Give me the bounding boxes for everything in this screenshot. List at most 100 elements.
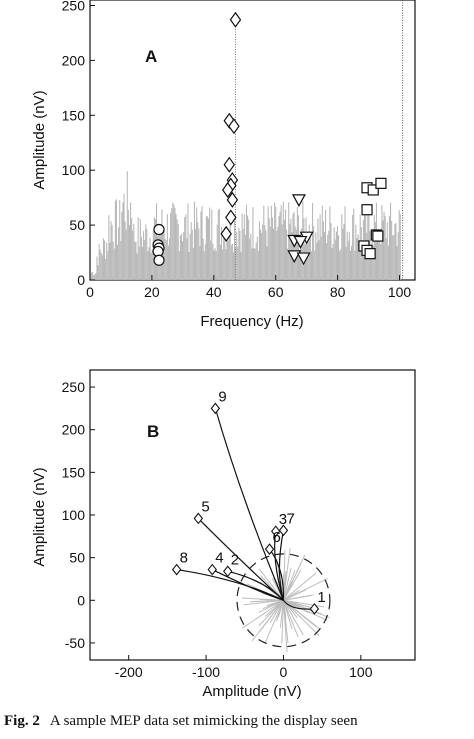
noise-vector	[283, 599, 328, 621]
chart-b-y-ticks: -50 0 50 100 150 200 250	[62, 379, 95, 651]
figure-caption: Fig. 2 A sample MEP data set mimicking th…	[4, 713, 474, 739]
y-tick-label: 150	[62, 107, 86, 123]
y-tick-label: 0	[77, 592, 85, 608]
square-marker	[375, 177, 387, 189]
square-marker	[364, 248, 376, 260]
circle-marker	[153, 223, 165, 236]
noise-vector	[243, 599, 284, 606]
noise-vector	[260, 598, 284, 601]
vector-endpoint-marker	[271, 525, 281, 538]
vector-label: 5	[201, 498, 209, 515]
noise-vector	[283, 600, 304, 636]
vector-label: 8	[180, 550, 188, 567]
vector-endpoint-marker	[309, 602, 320, 615]
vector-trajectory	[176, 568, 284, 601]
diamond-marker	[228, 118, 240, 135]
y-tick-label: 200	[62, 52, 86, 68]
vector-trajectory	[278, 530, 285, 601]
y-tick-label: 50	[69, 550, 85, 566]
x-tick-label: 100	[388, 284, 412, 300]
noise-vector	[283, 599, 324, 608]
noise-vector	[282, 547, 291, 601]
y-tick-label: 100	[62, 162, 86, 178]
y-tick-label: 250	[62, 0, 86, 13]
noise-vector	[242, 599, 284, 629]
vector-endpoint-marker	[264, 543, 275, 555]
chart-b-y-axis-label: Amplitude (nV)	[31, 467, 48, 566]
vector-trajectory	[269, 548, 285, 601]
noise-vector	[283, 594, 314, 601]
noise-vector	[251, 599, 284, 642]
x-tick-label: 20	[144, 284, 160, 300]
diamond-marker	[225, 209, 237, 226]
noise-vector	[282, 568, 292, 601]
vector-endpoint-marker	[223, 565, 233, 578]
chart-a-y-ticks: 0 50 100 150 200 250	[62, 0, 95, 288]
x-tick-label: -100	[192, 664, 220, 680]
circle-marker	[153, 254, 165, 266]
noise-vector	[264, 600, 284, 644]
x-tick-label: 40	[206, 284, 222, 300]
x-tick-label: 0	[86, 284, 94, 300]
noise-vector	[275, 600, 284, 622]
chart-a-panel-label: A	[145, 47, 157, 66]
vector-label: 4	[215, 550, 223, 567]
chart-b-x-axis-label: Amplitude (nV)	[202, 683, 301, 700]
noise-vector	[281, 600, 284, 644]
chart-a-points	[152, 11, 387, 266]
noise-vector	[282, 600, 299, 638]
vector-label: 1	[317, 589, 325, 606]
noise-vector	[258, 568, 284, 601]
diamond-marker	[226, 191, 239, 208]
chart-a-background-spectrum	[90, 171, 401, 280]
vector-label: 9	[218, 388, 226, 405]
chart-b-vectors: 1 2 3 4 5 67 8 9	[171, 388, 326, 615]
noise-vector	[269, 599, 284, 616]
y-tick-label: 0	[77, 272, 85, 288]
square-marker	[367, 184, 379, 196]
noise-vector	[282, 581, 293, 601]
chart-a-y-axis-label: Amplitude (nV)	[31, 90, 48, 189]
x-tick-label: 60	[268, 284, 284, 300]
diamond-marker	[220, 225, 232, 242]
chart-a-x-axis-label: Frequency (Hz)	[200, 313, 303, 330]
chart-b: 1 2 3 4 5 67 8 9 -200 -100 0 100 -50 0 50 100 150 200 25…	[31, 369, 416, 700]
x-tick-label: 80	[330, 284, 346, 300]
vector-endpoint-marker	[207, 563, 217, 576]
noise-vector	[283, 599, 320, 637]
triangle-down-marker	[296, 252, 311, 266]
chart-b-panel-label: B	[147, 422, 159, 441]
noise-vector	[283, 572, 317, 601]
chart-b-x-ticks: -200 -100 0 100	[115, 655, 373, 680]
y-tick-label: 100	[62, 507, 86, 523]
chart-b-noise-circle	[236, 553, 331, 648]
vector-label: 2	[231, 551, 239, 568]
noise-vector	[283, 589, 307, 601]
y-tick-label: 200	[62, 422, 86, 438]
square-marker	[361, 204, 373, 216]
vector-trajectory	[197, 517, 284, 601]
triangle-down-marker	[291, 194, 306, 208]
x-tick-label: 100	[349, 664, 373, 680]
y-tick-label: 50	[69, 217, 85, 233]
chart-b-frame	[89, 369, 416, 661]
chart-a-x-ticks: 0 20 40 60 80 100	[86, 275, 411, 300]
vector-endpoint-marker	[171, 563, 182, 576]
vector-label: 6	[273, 529, 281, 546]
chart-a: 0 20 40 60 80 100 0 50 100 150 200 250 A Frequency…	[31, 0, 416, 330]
square-marker	[372, 230, 384, 242]
vector-label: 7	[286, 510, 294, 527]
vector-endpoint-marker	[193, 512, 204, 525]
noise-vector	[266, 599, 284, 607]
noise-vector	[283, 589, 301, 601]
diamond-marker	[223, 156, 236, 173]
noise-vector	[269, 600, 284, 623]
triangle-down-marker	[293, 235, 308, 249]
vector-trajectory	[214, 408, 285, 601]
x-tick-label: -200	[115, 664, 143, 680]
y-tick-label: 250	[62, 379, 86, 395]
y-tick-label: 150	[62, 464, 86, 480]
vector-endpoint-marker	[210, 402, 221, 415]
noise-vector	[283, 599, 316, 610]
